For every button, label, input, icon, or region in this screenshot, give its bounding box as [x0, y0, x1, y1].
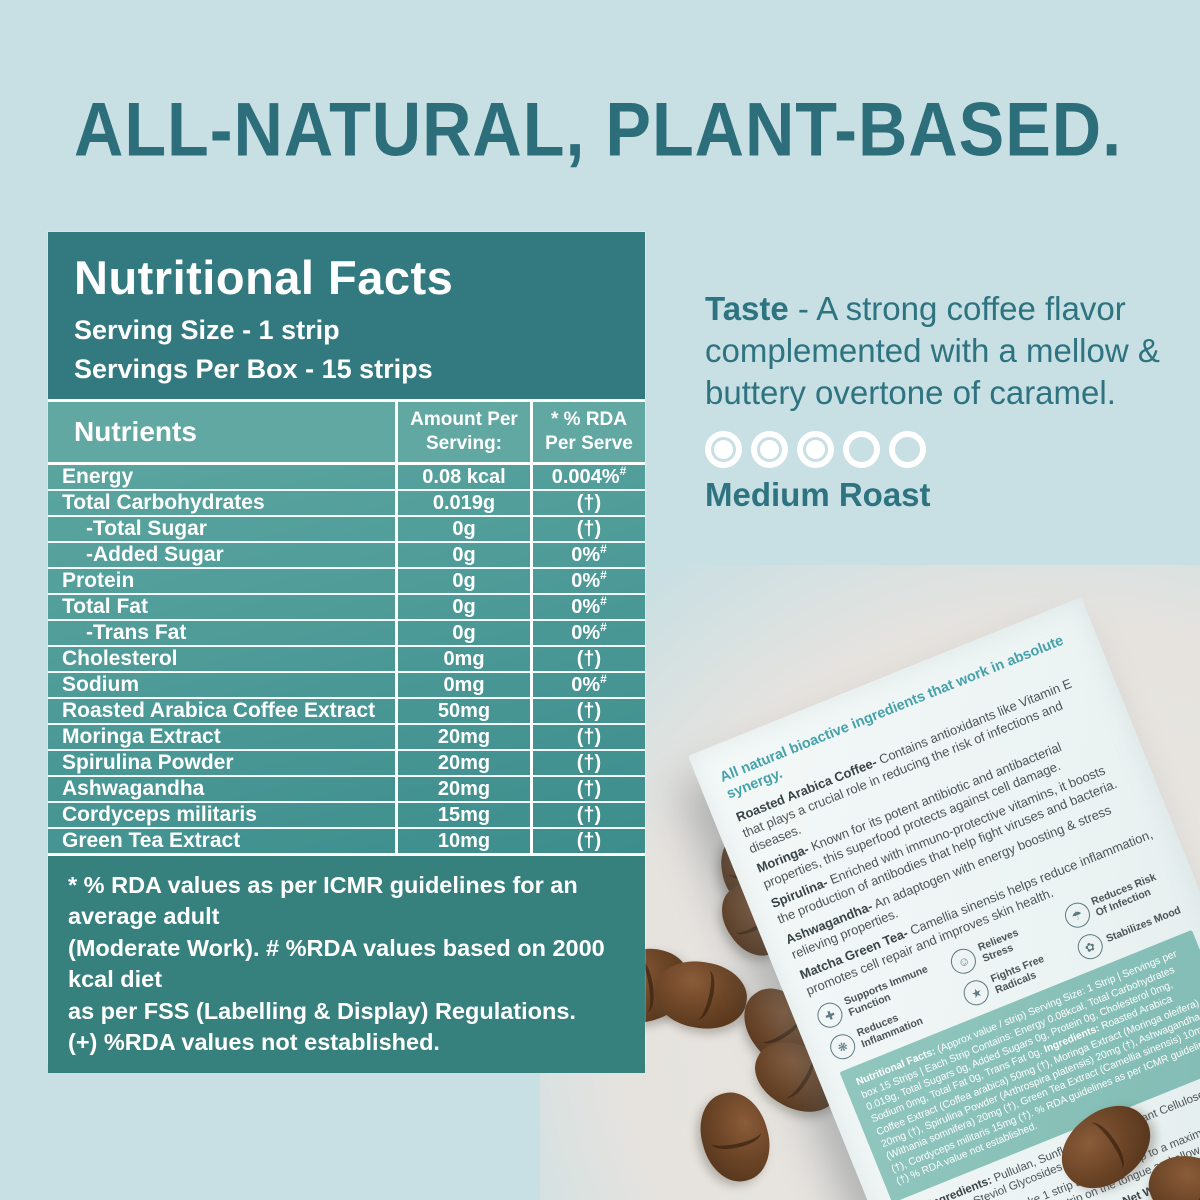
footnote-line: (Moderate Work). # %RDA values based on … — [68, 934, 605, 993]
footnote-line: as per FSS (Labelling & Display) Regulat… — [68, 997, 576, 1024]
table-row: Sodium 0mg 0% # — [48, 673, 645, 699]
rda-value: 0% # — [530, 543, 645, 567]
rda-value: 0% # — [530, 569, 645, 593]
amount-value: 0g — [395, 595, 530, 619]
amount-value: 20mg — [395, 751, 530, 775]
amount-value: 20mg — [395, 725, 530, 749]
nutrient-name: -Total Sugar — [86, 517, 207, 540]
footnote-line: (+) %RDA values not established. — [68, 1029, 440, 1056]
nutrient-name: Protein — [62, 569, 135, 592]
table-footnote: * % RDA values as per ICMR guidelines fo… — [48, 853, 645, 1073]
nutrient-name: Moringa Extract — [62, 725, 221, 748]
taste-label: Taste — [705, 290, 789, 327]
serving-size-line: Serving Size - 1 strip — [74, 315, 340, 345]
nutrient-name: Total Carbohydrates — [62, 491, 265, 514]
table-row: Energy 0.08 kcal 0.004% # — [48, 465, 645, 491]
rda-value: (†) — [530, 751, 645, 775]
rda-value: (†) — [530, 699, 645, 723]
table-row: Total Fat 0g 0% # — [48, 595, 645, 621]
amount-value: 0g — [395, 517, 530, 541]
amount-value: 0.08 kcal — [395, 465, 530, 489]
stress-relief-icon: ☺ — [947, 944, 981, 978]
roast-level-indicator — [705, 431, 926, 468]
nutrition-table-header: Nutritional Facts Serving Size - 1 strip… — [48, 232, 645, 399]
rda-value: 0.004% # — [530, 465, 645, 489]
nutrient-name: Total Fat — [62, 595, 148, 618]
amount-value: 15mg — [395, 803, 530, 827]
table-row: -Added Sugar 0g 0% # — [48, 543, 645, 569]
table-row: Moringa Extract 20mg (†) — [48, 725, 645, 751]
table-row: Ashwagandha 20mg (†) — [48, 777, 645, 803]
servings-per-box-line: Servings Per Box - 15 strips — [74, 354, 433, 384]
roast-level-dot — [843, 431, 880, 468]
nutrient-name: Cordyceps militaris — [62, 803, 257, 826]
roast-level-dot — [751, 431, 788, 468]
page-title: ALL-NATURAL, PLANT-BASED. — [74, 87, 1123, 172]
nutrient-name: Energy — [62, 465, 134, 488]
rda-value: 0% # — [530, 673, 645, 697]
nutrient-name: Spirulina Powder — [62, 751, 234, 774]
amount-value: 0mg — [395, 673, 530, 697]
table-row: Roasted Arabica Coffee Extract 50mg (†) — [48, 699, 645, 725]
table-column-headers: Nutrients Amount Per Serving: * % RDA Pe… — [48, 399, 645, 462]
immune-icon: ✚ — [813, 999, 847, 1032]
amount-value: 0g — [395, 621, 530, 645]
rda-value: (†) — [530, 517, 645, 541]
amount-value: 0g — [395, 569, 530, 593]
rda-value: (†) — [530, 829, 645, 853]
infection-shield-icon: ☂ — [1060, 899, 1094, 932]
nutrition-title: Nutritional Facts — [74, 251, 454, 304]
taste-description: Taste - A strong coffee flavor complemen… — [705, 288, 1185, 415]
nutrient-name: Sodium — [62, 673, 139, 696]
table-row: Spirulina Powder 20mg (†) — [48, 751, 645, 777]
rda-value: (†) — [530, 777, 645, 801]
table-row: Green Tea Extract 10mg (†) — [48, 829, 645, 853]
nutrient-name: -Trans Fat — [86, 621, 187, 644]
amount-value: 0.019g — [395, 491, 530, 515]
rda-value: (†) — [530, 803, 645, 827]
footnote-line: * % RDA values as per ICMR guidelines fo… — [68, 872, 578, 930]
amount-value: 10mg — [395, 829, 530, 853]
taste-text: - A strong coffee flavor complemented wi… — [705, 290, 1160, 412]
nutrient-name: -Added Sugar — [86, 543, 224, 566]
rda-value: 0% # — [530, 595, 645, 619]
rda-value: (†) — [530, 647, 645, 671]
column-header-nutrients: Nutrients — [74, 416, 197, 447]
nutrient-name: Roasted Arabica Coffee Extract — [62, 699, 376, 722]
free-radicals-icon: ★ — [960, 976, 993, 1010]
rda-value: (†) — [530, 491, 645, 515]
table-row: Total Carbohydrates 0.019g (†) — [48, 491, 645, 517]
column-header-rda: * % RDA Per Serve — [530, 402, 645, 462]
nutrient-name: Cholesterol — [62, 647, 178, 670]
column-header-amount: Amount Per Serving: — [395, 402, 530, 462]
amount-value: 20mg — [395, 777, 530, 801]
roast-level-dot — [797, 431, 834, 468]
amount-value: 50mg — [395, 699, 530, 723]
mood-icon: ✿ — [1073, 930, 1107, 964]
table-row: Protein 0g 0% # — [48, 569, 645, 595]
table-row: Cordyceps militaris 15mg (†) — [48, 803, 645, 829]
taste-section: Taste - A strong coffee flavor complemen… — [705, 288, 1185, 513]
rda-value: (†) — [530, 725, 645, 749]
nutrition-facts-panel: Nutritional Facts Serving Size - 1 strip… — [48, 232, 645, 1073]
table-row: Cholesterol 0mg (†) — [48, 647, 645, 673]
nutrient-name: Ashwagandha — [62, 777, 205, 800]
roast-level-dot — [889, 431, 926, 468]
amount-value: 0g — [395, 543, 530, 567]
roast-level-label: Medium Roast — [705, 476, 931, 513]
inflammation-icon: ❋ — [826, 1030, 859, 1064]
nutrient-name: Green Tea Extract — [62, 829, 241, 852]
amount-value: 0mg — [395, 647, 530, 671]
roast-level-dot — [705, 431, 742, 468]
rda-value: 0% # — [530, 621, 645, 645]
nutrition-table-body: Energy 0.08 kcal 0.004% # Total Carbohydrate… — [48, 462, 645, 853]
table-row: -Trans Fat 0g 0% # — [48, 621, 645, 647]
table-row: -Total Sugar 0g (†) — [48, 517, 645, 543]
